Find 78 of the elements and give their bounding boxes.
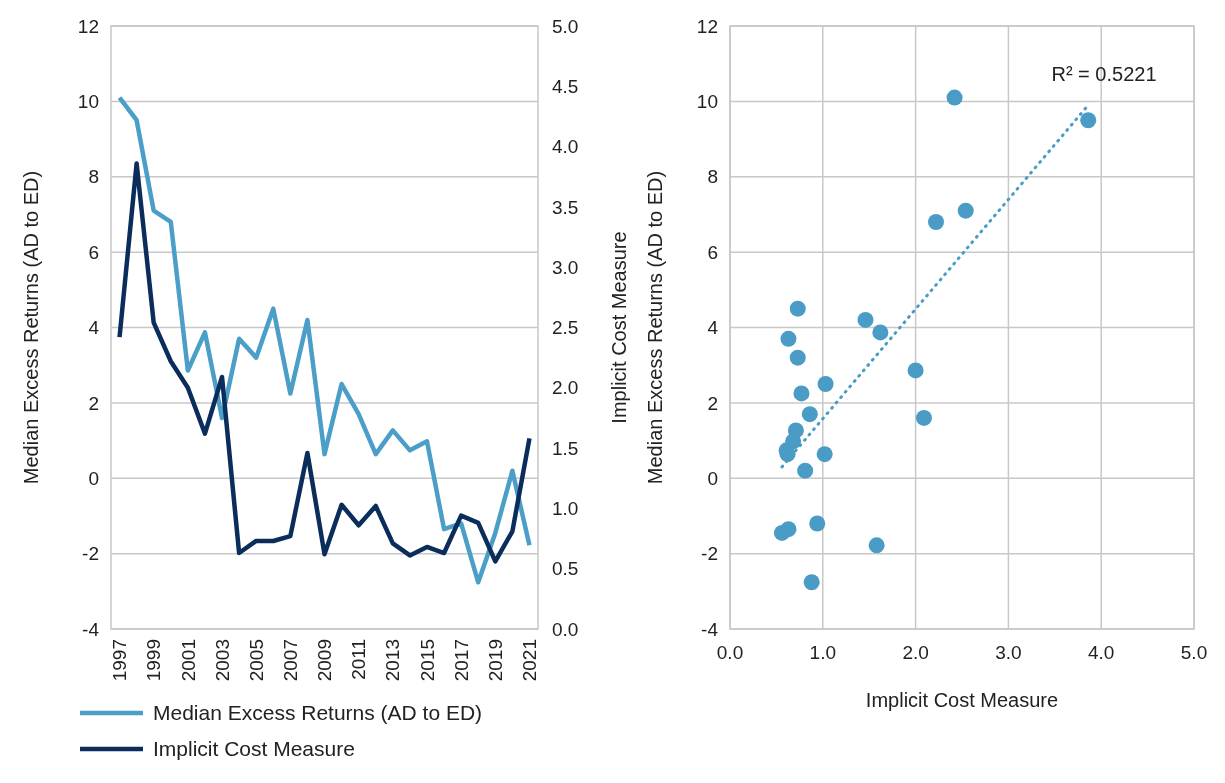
point [789,300,806,317]
y-tick-label: 10 [696,91,718,113]
x-tick-label: 2021 [519,639,541,682]
y-tick-label: 6 [88,241,99,263]
point [816,446,833,463]
y-tick-label: 8 [707,166,718,188]
y2-tick-label: 4.5 [552,75,579,97]
point [773,524,790,541]
point [789,349,806,366]
x-tick-label: 5.0 [1180,642,1208,663]
point [785,433,802,450]
y2-tick-label: 4.0 [552,136,579,158]
point [946,89,963,106]
x-tick-label: 2.0 [902,642,929,663]
y-tick-label: -2 [701,543,718,565]
legend-label: Median Excess Returns (AD to ED) [153,701,483,725]
y-axis-title: Median Excess Returns (AD to ED) [20,170,42,485]
point [780,330,797,347]
x-tick-label: 3.0 [995,642,1022,663]
y2-tick-label: 2.0 [552,377,579,399]
x-tick-label: 0.0 [716,642,744,663]
x-tick-label: 2005 [245,639,267,682]
y-tick-label: -4 [701,618,719,640]
point [793,385,810,402]
point [809,515,826,532]
y2-tick-label: 1.0 [552,498,579,520]
legend-label: Implicit Cost Measure [153,737,355,761]
point [797,462,814,479]
y2-tick-label: 1.5 [552,437,579,459]
y-tick-label: 4 [707,317,719,339]
point [957,202,974,219]
y-tick-label: 6 [707,241,718,263]
point [817,376,834,393]
x-tick-label: 2011 [348,639,370,680]
y-tick-label: 8 [88,166,99,188]
y-tick-label: -2 [82,543,99,565]
point [915,409,932,426]
x-tick-label: 2001 [177,639,199,682]
x-tick-label: 4.0 [1087,642,1115,663]
x-tick-label: 1997 [109,639,131,682]
y-tick-label: 12 [77,15,99,37]
y-tick-label: 12 [696,15,718,37]
y-axis-title: Median Excess Returns (AD to ED) [644,170,666,485]
line-series [117,95,532,585]
point [1080,112,1097,129]
y2-tick-label: 2.5 [552,317,579,339]
y2-tick-label: 5.0 [552,15,579,37]
y-tick-label: 2 [707,392,718,414]
x-tick-label: 2015 [416,639,438,682]
x-tick-label: 1999 [143,639,165,682]
y2-tick-label: 3.5 [552,196,579,218]
y2-axis-title: Implicit Cost Measure [608,231,630,424]
y2-tick-label: 0.0 [552,618,579,640]
point [803,574,820,591]
y-tick-label: 4 [88,317,100,339]
line-series [117,161,532,564]
x-tick-label: 2019 [484,639,506,682]
point [801,406,818,423]
y-tick-label: 0 [707,467,718,489]
x-tick-label: 2009 [314,639,336,682]
point [868,537,885,554]
y-tick-label: 0 [88,467,99,489]
point [928,213,945,230]
y-tick-label: 10 [77,91,99,113]
point [907,362,924,379]
x-tick-label: 2013 [382,639,404,682]
x-tick-label: 2007 [279,639,301,682]
y-tick-label: -4 [82,618,100,640]
y-tick-label: 2 [88,392,99,414]
annotation: R² = 0.5221 [1051,63,1157,85]
y2-tick-label: 0.5 [552,558,579,580]
y2-tick-label: 3.0 [552,256,579,278]
point [872,324,889,341]
x-tick-label: 2017 [450,639,472,682]
x-tick-label: 2003 [211,639,233,682]
x-axis-title: Implicit Cost Measure [865,689,1059,711]
x-tick-label: 1.0 [809,642,837,663]
point [857,311,874,328]
